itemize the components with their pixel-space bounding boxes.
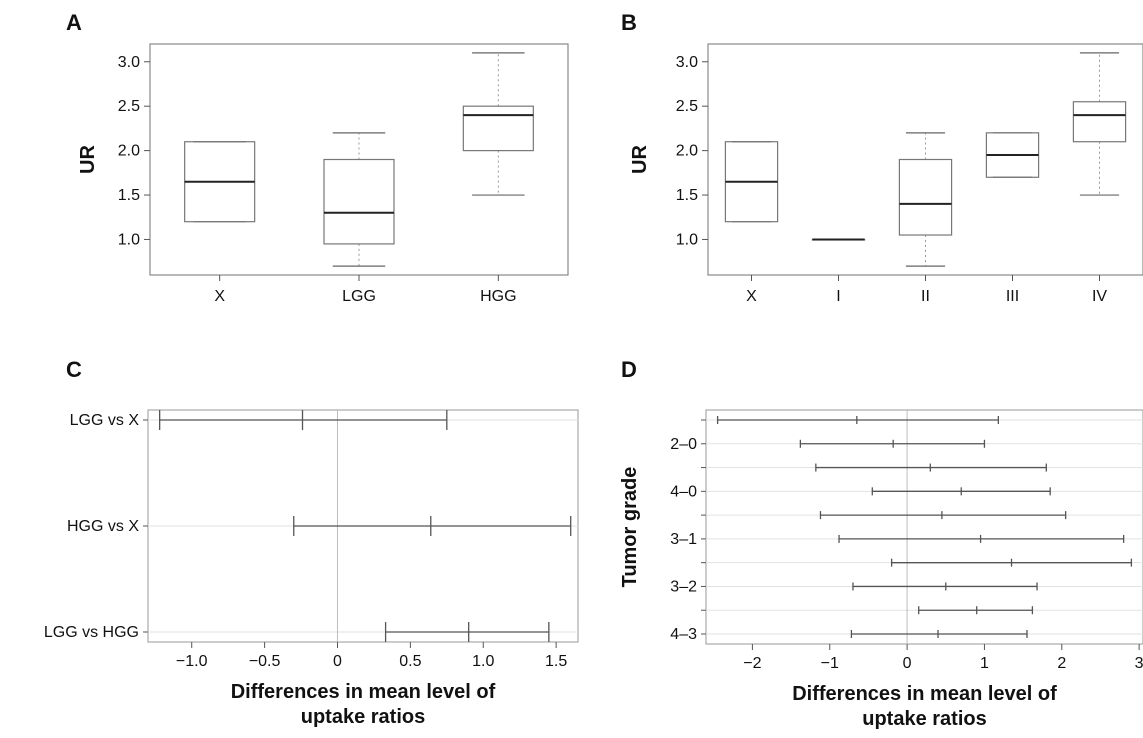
panel-letter-a: A (66, 10, 82, 35)
y-tick-label: 2.5 (118, 98, 140, 115)
row-label: HGG vs X (67, 518, 139, 535)
x-tick-label: LGG (342, 288, 376, 305)
panel-a-boxplot: 1.0 1.5 2.0 2.5 3.0 X LGG HGG UR (77, 43, 569, 305)
x-tick-label: II (921, 288, 930, 305)
y-tick-label: 1.5 (118, 187, 140, 204)
box (1072, 101, 1127, 143)
x-axis-label: Differences in mean level of uptake ratio… (792, 683, 1057, 730)
y-tick-label: 4–0 (670, 483, 697, 500)
x-axis-label: Differences in mean level of uptake ratio… (231, 681, 496, 728)
y-tick-label: 2.0 (676, 143, 698, 160)
x-tick-label: 1.0 (472, 653, 494, 670)
x-tick-label: 3 (1135, 655, 1143, 672)
y-tick-label: 4–3 (670, 626, 697, 643)
x-tick-label: −2 (743, 655, 761, 672)
y-tick-label: 3.0 (118, 54, 140, 71)
panel-letter-c: C (66, 357, 82, 382)
x-tick-label: −0.5 (249, 653, 281, 670)
y-axis-label: UR (77, 145, 99, 174)
x-tick-label: 1 (980, 655, 989, 672)
x-tick-label: HGG (480, 288, 516, 305)
y-tick-label: 2–0 (670, 436, 697, 453)
x-tick-label: I (836, 288, 840, 305)
box (462, 105, 534, 152)
panel-letter-b: B (621, 10, 637, 35)
x-tick-label: X (214, 288, 225, 305)
box (898, 158, 953, 236)
y-tick-label: 3–1 (670, 531, 697, 548)
row-label: LGG vs HGG (44, 624, 139, 641)
y-tick-label: 3.0 (676, 54, 698, 71)
x-tick-label: 1.5 (545, 653, 567, 670)
y-tick-label: 1.0 (118, 231, 140, 248)
panel-c-interval-plot: LGG vs X HGG vs X LGG vs HGG −1.0 −0.5 0 0.5 1.… (44, 409, 579, 728)
plot-frame (705, 409, 1143, 645)
y-axis-label: Tumor grade (619, 467, 641, 588)
x-tick-label: X (746, 288, 757, 305)
y-tick-label: 2.0 (118, 143, 140, 160)
x-tick-label: 0 (903, 655, 912, 672)
y-axis-label: UR (629, 145, 651, 174)
x-tick-label: 0 (333, 653, 342, 670)
y-tick-label: 3–2 (670, 578, 697, 595)
panel-letter-d: D (621, 357, 637, 382)
x-tick-label: IV (1092, 288, 1107, 305)
y-tick-label: 2.5 (676, 98, 698, 115)
y-tick-label: 1.5 (676, 187, 698, 204)
box (323, 158, 395, 245)
row-label: LGG vs X (70, 412, 140, 429)
y-tick-label: 1.0 (676, 231, 698, 248)
x-tick-label: 0.5 (399, 653, 421, 670)
x-tick-label: −1 (821, 655, 839, 672)
x-tick-label: III (1006, 288, 1019, 305)
x-tick-label: 2 (1057, 655, 1066, 672)
panel-d-interval-plot: 2–0 4–0 3–1 3–2 4–3 −2 −1 0 1 2 3 Differences in me… (619, 409, 1143, 730)
x-tick-label: −1.0 (176, 653, 208, 670)
